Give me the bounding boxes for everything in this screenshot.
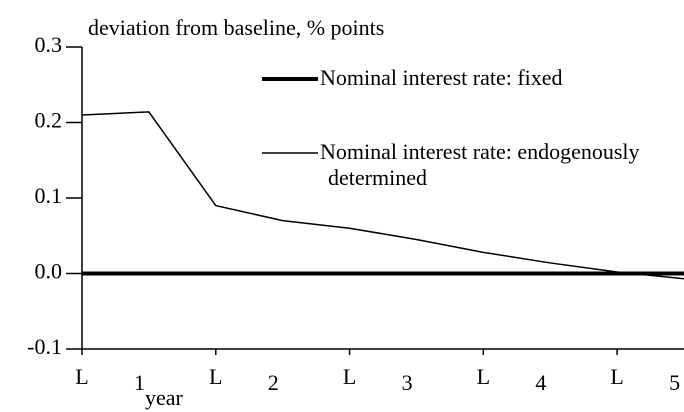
x-period-label: 5 (669, 370, 680, 395)
legend-entry: Nominal interest rate: endogenously dete… (320, 139, 640, 190)
x-period-label: 3 (402, 370, 413, 395)
x-period-label: 4 (535, 370, 546, 395)
x-period-label: 1 (134, 370, 145, 395)
y-tick-label: 0.3 (35, 32, 63, 57)
x-tick-label: L (209, 364, 222, 389)
y-tick-label: 0.0 (35, 259, 63, 284)
x-tick-label: L (343, 364, 356, 389)
y-tick-label: 0.1 (35, 183, 63, 208)
y-axis-title: deviation from baseline, % points (88, 15, 384, 40)
legend-entry: Nominal interest rate: fixed (320, 65, 563, 90)
x-period-label: 2 (268, 370, 279, 395)
x-axis-title: year (145, 385, 184, 410)
x-tick-label: L (610, 364, 623, 389)
series-line (81, 111, 684, 280)
x-tick-label: L (477, 364, 490, 389)
x-tick-label: L (75, 364, 88, 389)
y-tick-label: 0.2 (35, 108, 63, 133)
y-tick-label: -0.1 (27, 334, 62, 359)
